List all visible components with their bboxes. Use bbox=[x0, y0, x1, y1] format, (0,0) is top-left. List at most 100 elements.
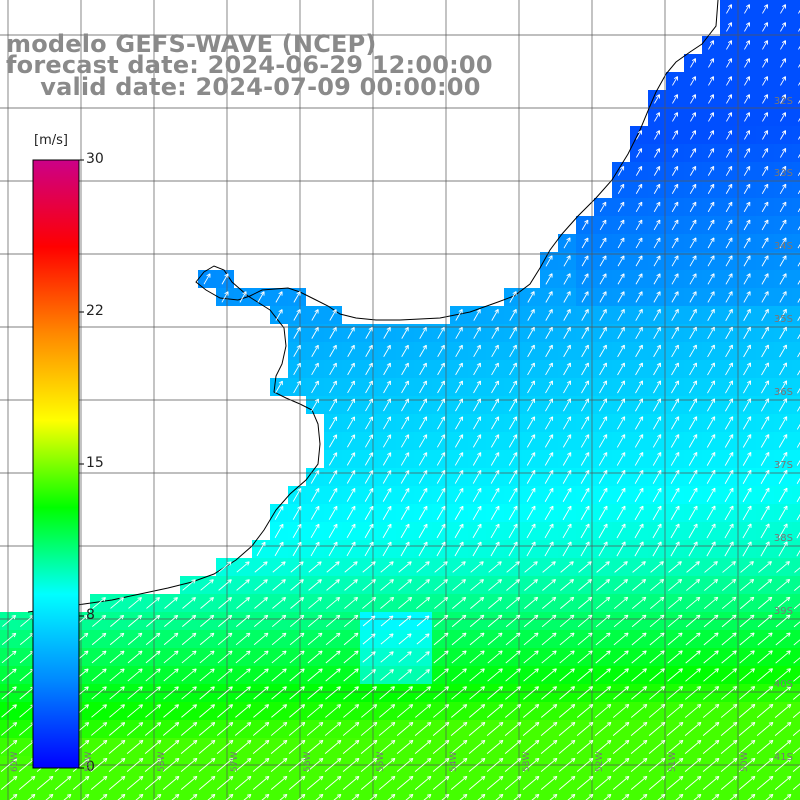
wind-arrow bbox=[437, 398, 445, 412]
wind-arrow bbox=[544, 452, 554, 466]
wind-arrow bbox=[380, 651, 394, 663]
wind-arrow bbox=[472, 470, 482, 484]
wind-arrow bbox=[329, 380, 337, 394]
wind-arrow bbox=[509, 362, 517, 376]
wind-arrow bbox=[635, 219, 643, 231]
wind-arrow bbox=[541, 614, 557, 628]
wind-arrow bbox=[672, 130, 679, 140]
wind-arrow bbox=[216, 757, 234, 772]
wind-arrow bbox=[9, 793, 18, 800]
wind-arrow bbox=[109, 650, 125, 664]
wind-arrow bbox=[400, 470, 410, 484]
wind-arrow bbox=[418, 487, 428, 502]
wind-arrow bbox=[423, 793, 432, 800]
wind-arrow bbox=[742, 523, 752, 539]
wind-arrow bbox=[468, 721, 486, 736]
wind-arrow bbox=[54, 775, 72, 790]
wind-arrow bbox=[540, 739, 558, 754]
wind-arrow bbox=[738, 757, 756, 772]
speed-cell bbox=[414, 792, 432, 800]
wind-arrow bbox=[576, 775, 594, 790]
wind-arrow bbox=[707, 219, 715, 231]
wind-arrow bbox=[631, 632, 647, 646]
wind-arrow bbox=[308, 561, 322, 573]
wind-arrow bbox=[549, 793, 558, 800]
wind-arrow bbox=[289, 650, 305, 664]
wind-arrow bbox=[383, 398, 391, 412]
wind-arrow bbox=[635, 326, 643, 340]
wind-arrow bbox=[545, 308, 553, 321]
wind-arrow bbox=[289, 614, 305, 628]
wind-arrow bbox=[436, 523, 446, 539]
speed-cell bbox=[792, 162, 800, 180]
wind-arrow bbox=[163, 632, 179, 646]
wind-arrow bbox=[72, 775, 90, 790]
wind-arrow bbox=[491, 309, 499, 321]
wind-arrow bbox=[544, 523, 554, 539]
wind-arrow bbox=[526, 452, 536, 466]
wind-arrow bbox=[617, 237, 625, 249]
wind-arrow bbox=[527, 380, 535, 394]
wind-arrow bbox=[567, 793, 576, 800]
wind-arrow bbox=[326, 579, 340, 591]
wind-arrow bbox=[744, 58, 751, 68]
colorbar bbox=[32, 159, 80, 769]
wind-arrow bbox=[455, 416, 464, 430]
wind-arrow bbox=[181, 704, 197, 718]
wind-arrow bbox=[594, 757, 612, 772]
wind-arrow bbox=[689, 219, 697, 231]
wind-arrow bbox=[740, 561, 754, 573]
wind-arrow bbox=[91, 704, 107, 718]
wind-arrow bbox=[744, 130, 751, 140]
wind-arrow bbox=[743, 362, 751, 376]
wind-arrow bbox=[2, 615, 17, 627]
wind-arrow bbox=[91, 632, 107, 646]
wind-arrow bbox=[653, 237, 661, 249]
wind-arrow bbox=[670, 469, 680, 484]
wind-arrow bbox=[761, 183, 769, 195]
wind-arrow bbox=[382, 487, 392, 502]
wind-arrow bbox=[776, 561, 790, 573]
wind-arrow bbox=[527, 362, 535, 376]
wind-arrow bbox=[762, 94, 769, 104]
wind-arrow bbox=[688, 452, 698, 466]
wind-arrow bbox=[506, 561, 520, 573]
wind-arrow bbox=[616, 469, 626, 484]
wind-arrow bbox=[110, 614, 125, 627]
wind-arrow bbox=[742, 451, 752, 466]
wind-arrow bbox=[648, 703, 666, 718]
wind-arrow bbox=[182, 579, 196, 591]
wind-arrow bbox=[290, 561, 304, 573]
wind-arrow bbox=[243, 793, 252, 800]
wind-arrow bbox=[504, 721, 522, 736]
wind-arrow bbox=[415, 704, 432, 718]
wind-arrow bbox=[163, 686, 179, 700]
wind-arrow bbox=[648, 757, 666, 772]
wind-arrow bbox=[666, 757, 684, 772]
speed-cell bbox=[288, 792, 306, 800]
wind-arrow bbox=[706, 469, 716, 484]
wind-arrow bbox=[671, 398, 680, 412]
wind-arrow bbox=[488, 561, 502, 573]
wind-arrow bbox=[671, 380, 679, 394]
wind-arrow bbox=[398, 596, 413, 609]
wind-arrow bbox=[630, 757, 648, 772]
wind-arrow bbox=[703, 614, 719, 628]
wind-arrow bbox=[311, 344, 319, 357]
wind-arrow bbox=[239, 291, 247, 303]
wind-arrow bbox=[199, 650, 215, 664]
wind-arrow bbox=[612, 721, 630, 736]
wind-arrow bbox=[490, 470, 500, 484]
wind-arrow bbox=[325, 632, 341, 646]
wind-arrow bbox=[635, 291, 643, 303]
wind-arrow bbox=[451, 650, 467, 664]
lat-label: 36S bbox=[773, 387, 793, 398]
wind-arrow bbox=[779, 273, 787, 285]
wind-arrow bbox=[558, 775, 576, 790]
wind-arrow bbox=[508, 434, 518, 448]
wind-arrow bbox=[433, 614, 449, 628]
wind-arrow bbox=[127, 650, 143, 664]
wind-arrow bbox=[108, 739, 126, 754]
